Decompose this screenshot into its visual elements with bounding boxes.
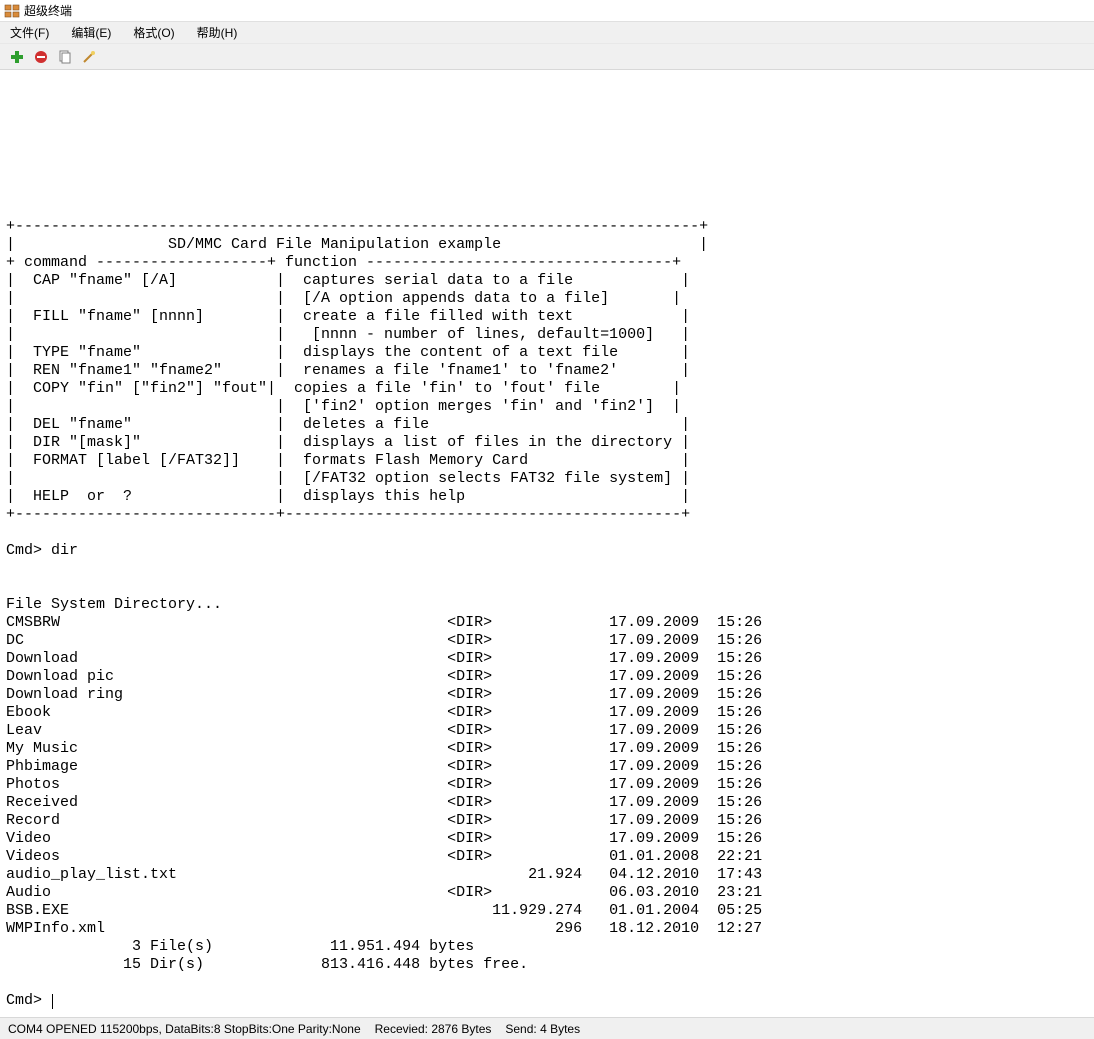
status-received: Recevied: 2876 Bytes (375, 1022, 492, 1036)
remove-icon[interactable] (32, 48, 50, 66)
menu-file[interactable]: 文件(F) (8, 23, 51, 42)
statusbar: COM4 OPENED 115200bps, DataBits:8 StopBi… (0, 1017, 1094, 1039)
menubar: 文件(F) 编辑(E) 格式(O) 帮助(H) (0, 22, 1094, 44)
menu-help[interactable]: 帮助(H) (195, 23, 240, 42)
window-title: 超级终端 (24, 2, 72, 19)
menu-format[interactable]: 格式(O) (131, 23, 176, 42)
copy-icon[interactable] (56, 48, 74, 66)
wand-icon[interactable] (80, 48, 98, 66)
terminal-cursor (52, 994, 53, 1009)
status-send: Send: 4 Bytes (505, 1022, 580, 1036)
app-icon (4, 3, 20, 19)
add-icon[interactable] (8, 48, 26, 66)
titlebar: 超级终端 (0, 0, 1094, 22)
menu-edit[interactable]: 编辑(E) (69, 23, 113, 42)
terminal-output[interactable]: +---------------------------------------… (0, 70, 1094, 1017)
status-connection: COM4 OPENED 115200bps, DataBits:8 StopBi… (8, 1022, 361, 1036)
toolbar (0, 44, 1094, 70)
